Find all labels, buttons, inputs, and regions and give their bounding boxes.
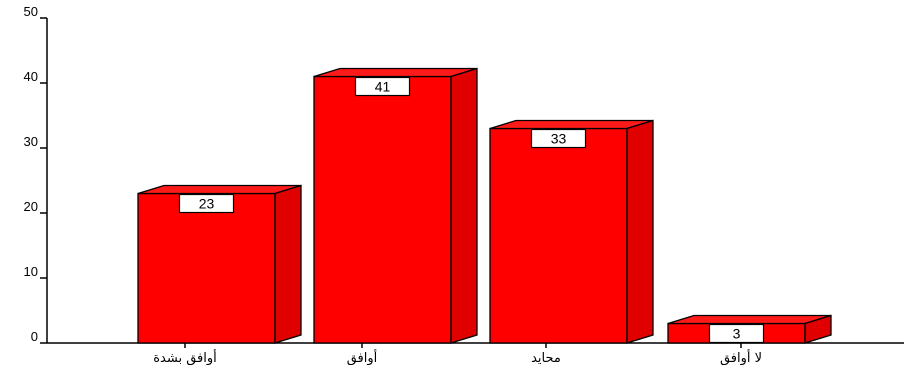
data-label-box xyxy=(530,128,587,149)
y-tick-label: 30 xyxy=(24,134,38,149)
y-tick-label: 10 xyxy=(24,264,38,279)
x-tick-label: لا أوافق xyxy=(720,349,762,365)
y-tick-label: 0 xyxy=(31,329,38,344)
y-tick-label: 40 xyxy=(24,69,38,84)
x-tick-label: محايد xyxy=(531,351,561,365)
bar xyxy=(489,127,628,344)
data-label-box xyxy=(178,193,235,214)
data-label: 23 xyxy=(199,196,215,212)
data-label: 3 xyxy=(733,326,741,342)
data-label-box xyxy=(708,323,765,344)
data-label-box xyxy=(354,76,411,97)
bar xyxy=(137,192,276,344)
x-tick-label: أوافق بشدة xyxy=(153,349,217,365)
bar-side-face xyxy=(274,184,302,344)
bar xyxy=(313,75,452,344)
bar-top-face xyxy=(667,314,832,325)
bar-top-face xyxy=(313,67,478,78)
bar-side-face xyxy=(626,119,654,344)
bar-top-face xyxy=(137,184,302,195)
data-label: 33 xyxy=(551,131,567,147)
bar-top-face xyxy=(489,119,654,130)
y-tick-label: 50 xyxy=(24,4,38,19)
data-label: 41 xyxy=(375,79,391,95)
bar-side-face xyxy=(450,67,478,344)
x-tick-label: أوافق xyxy=(347,349,378,365)
y-tick-label: 20 xyxy=(24,199,38,214)
bar-side-face xyxy=(804,314,832,344)
